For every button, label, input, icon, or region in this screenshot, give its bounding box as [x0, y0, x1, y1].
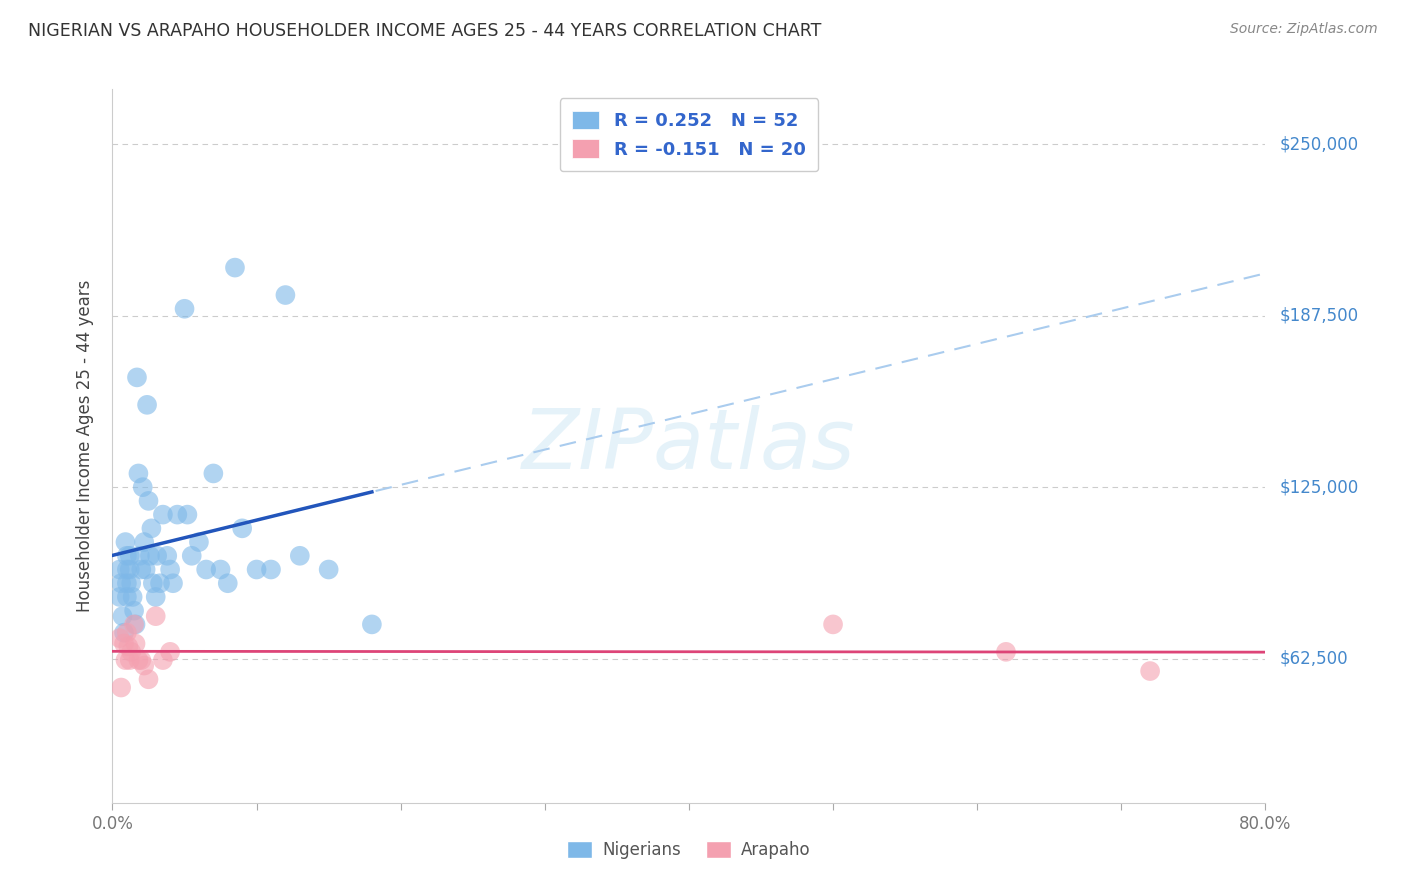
Point: [110, 681, 132, 695]
Point: [115, 549, 138, 563]
Point: [821, 617, 844, 632]
Text: ZIPatlas: ZIPatlas: [522, 406, 856, 486]
Point: [118, 562, 141, 576]
Point: [112, 625, 135, 640]
Point: [146, 549, 169, 563]
Point: [115, 625, 138, 640]
Point: [159, 562, 181, 576]
Point: [120, 576, 142, 591]
Point: [124, 637, 146, 651]
Point: [114, 535, 136, 549]
Text: NIGERIAN VS ARAPAHO HOUSEHOLDER INCOME AGES 25 - 44 YEARS CORRELATION CHART: NIGERIAN VS ARAPAHO HOUSEHOLDER INCOME A…: [28, 22, 821, 40]
Point: [152, 508, 174, 522]
Point: [260, 562, 283, 576]
Point: [114, 653, 136, 667]
Point: [156, 549, 179, 563]
Point: [145, 609, 167, 624]
Point: [129, 562, 153, 576]
Point: [108, 562, 131, 576]
Point: [162, 576, 184, 591]
Point: [110, 576, 132, 591]
Y-axis label: Householder Income Ages 25 - 44 years: Householder Income Ages 25 - 44 years: [76, 280, 94, 612]
Point: [118, 549, 141, 563]
Point: [166, 508, 188, 522]
Point: [122, 617, 145, 632]
Point: [274, 288, 297, 302]
Point: [115, 576, 138, 591]
Point: [118, 653, 141, 667]
Point: [188, 535, 211, 549]
Point: [288, 549, 311, 563]
Point: [159, 645, 181, 659]
Point: [176, 508, 198, 522]
Point: [195, 562, 218, 576]
Point: [152, 653, 174, 667]
Point: [121, 590, 143, 604]
Point: [117, 640, 139, 654]
Point: [122, 604, 145, 618]
Point: [231, 521, 253, 535]
Point: [135, 562, 157, 576]
Text: Source: ZipAtlas.com: Source: ZipAtlas.com: [1230, 22, 1378, 37]
Point: [115, 562, 138, 576]
Point: [111, 609, 134, 624]
Point: [115, 590, 138, 604]
Point: [138, 494, 160, 508]
Point: [149, 576, 172, 591]
Text: $187,500: $187,500: [1279, 307, 1358, 325]
Point: [202, 467, 225, 481]
Point: [124, 617, 146, 632]
Point: [127, 653, 149, 667]
Point: [141, 521, 163, 535]
Point: [127, 467, 149, 481]
Point: [246, 562, 269, 576]
Point: [108, 631, 131, 645]
Point: [173, 301, 195, 316]
Point: [138, 673, 160, 687]
Point: [209, 562, 232, 576]
Text: $62,500: $62,500: [1279, 649, 1348, 668]
Legend: Nigerians, Arapaho: Nigerians, Arapaho: [561, 834, 817, 866]
Point: [360, 617, 382, 632]
Point: [318, 562, 340, 576]
Text: $125,000: $125,000: [1279, 478, 1358, 496]
Point: [139, 549, 162, 563]
Point: [145, 590, 167, 604]
Point: [142, 576, 165, 591]
Point: [108, 590, 131, 604]
Point: [134, 658, 156, 673]
Point: [995, 645, 1018, 659]
Point: [132, 480, 155, 494]
Point: [125, 370, 148, 384]
Text: $250,000: $250,000: [1279, 135, 1358, 153]
Point: [217, 576, 239, 591]
Point: [128, 549, 150, 563]
Point: [134, 535, 156, 549]
Point: [224, 260, 246, 275]
Point: [120, 645, 142, 659]
Point: [112, 637, 135, 651]
Point: [136, 398, 159, 412]
Point: [180, 549, 202, 563]
Point: [129, 653, 153, 667]
Point: [1139, 664, 1161, 678]
